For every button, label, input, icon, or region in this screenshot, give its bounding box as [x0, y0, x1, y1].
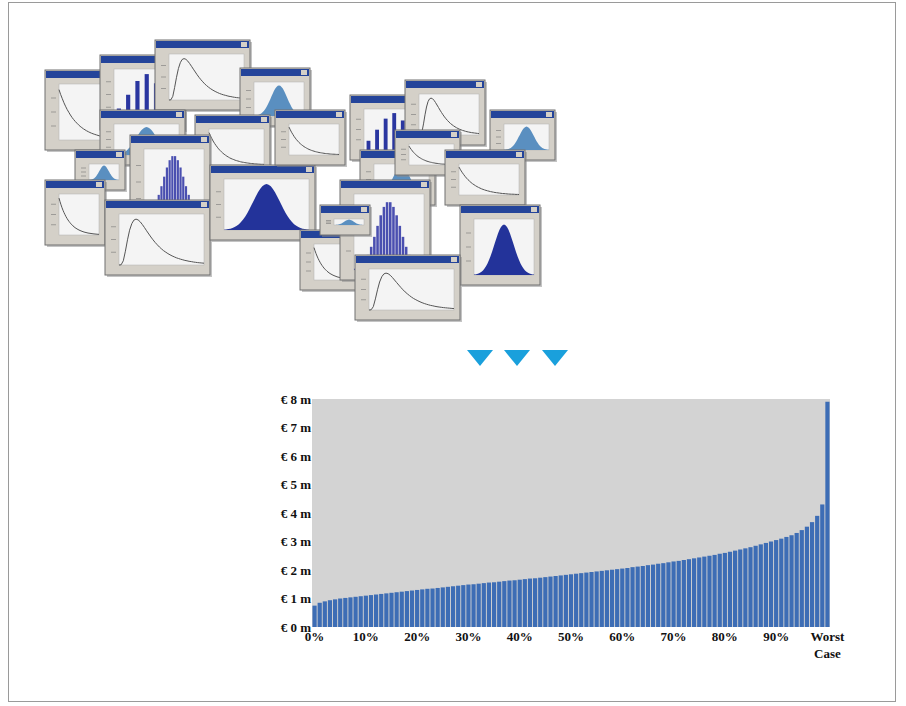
svg-text:40%: 40% — [507, 629, 533, 644]
svg-text:80%: 80% — [712, 629, 738, 644]
svg-text:€ 5 m: € 5 m — [281, 477, 312, 492]
svg-text:50%: 50% — [558, 629, 584, 644]
svg-text:WorstCase: WorstCase — [810, 629, 845, 661]
svg-text:70%: 70% — [661, 629, 687, 644]
svg-text:0%: 0% — [305, 629, 325, 644]
svg-text:60%: 60% — [609, 629, 635, 644]
svg-text:10%: 10% — [353, 629, 379, 644]
svg-text:€ 0 m: € 0 m — [281, 620, 312, 635]
svg-text:€ 6 m: € 6 m — [281, 449, 312, 464]
svg-text:€ 1 m: € 1 m — [281, 591, 312, 606]
svg-text:€ 4 m: € 4 m — [281, 506, 312, 521]
svg-text:20%: 20% — [404, 629, 430, 644]
svg-text:€ 8 m: € 8 m — [281, 392, 312, 407]
svg-text:€ 3 m: € 3 m — [281, 534, 312, 549]
svg-text:€ 7 m: € 7 m — [281, 420, 312, 435]
svg-text:€ 2 m: € 2 m — [281, 563, 312, 578]
svg-text:30%: 30% — [455, 629, 481, 644]
svg-text:90%: 90% — [763, 629, 789, 644]
